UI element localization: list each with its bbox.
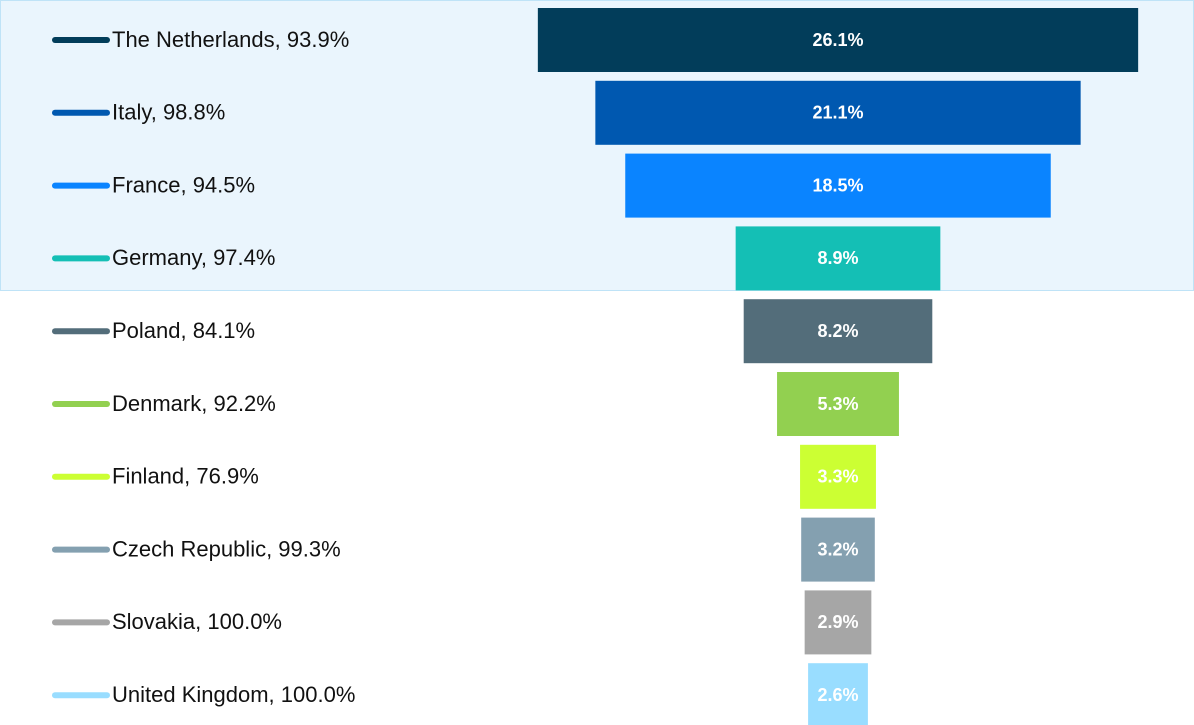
bar: [735, 226, 941, 291]
legend-label: United Kingdom, 100.0%: [112, 682, 355, 707]
legend-label: The Netherlands, 93.9%: [112, 27, 349, 52]
value-label: 21.1%: [812, 103, 863, 123]
bar: [743, 299, 933, 364]
value-label: 8.2%: [817, 321, 858, 341]
legend-label: Italy, 98.8%: [112, 100, 225, 125]
bar: [537, 8, 1139, 72]
legend-label: Poland, 84.1%: [112, 318, 255, 343]
bar: [808, 663, 868, 725]
legend-label: Slovakia, 100.0%: [112, 609, 282, 634]
bar: [625, 153, 1051, 218]
bar: [801, 517, 875, 582]
legend-label: Denmark, 92.2%: [112, 391, 276, 416]
value-label: 18.5%: [812, 175, 863, 195]
value-label: 26.1%: [812, 30, 863, 50]
value-label: 3.3%: [817, 467, 858, 487]
legend-label: Czech Republic, 99.3%: [112, 536, 341, 561]
bar: [595, 80, 1081, 145]
value-label: 2.6%: [817, 685, 858, 705]
bar: [804, 590, 872, 655]
bar: [777, 372, 899, 436]
value-label: 2.9%: [817, 612, 858, 632]
value-label: 5.3%: [817, 394, 858, 414]
value-label: 3.2%: [817, 539, 858, 559]
bar: [800, 444, 876, 509]
legend-label: France, 94.5%: [112, 172, 255, 197]
legend-label: Finland, 76.9%: [112, 464, 259, 489]
legend-label: Germany, 97.4%: [112, 245, 275, 270]
value-label: 8.9%: [817, 248, 858, 268]
